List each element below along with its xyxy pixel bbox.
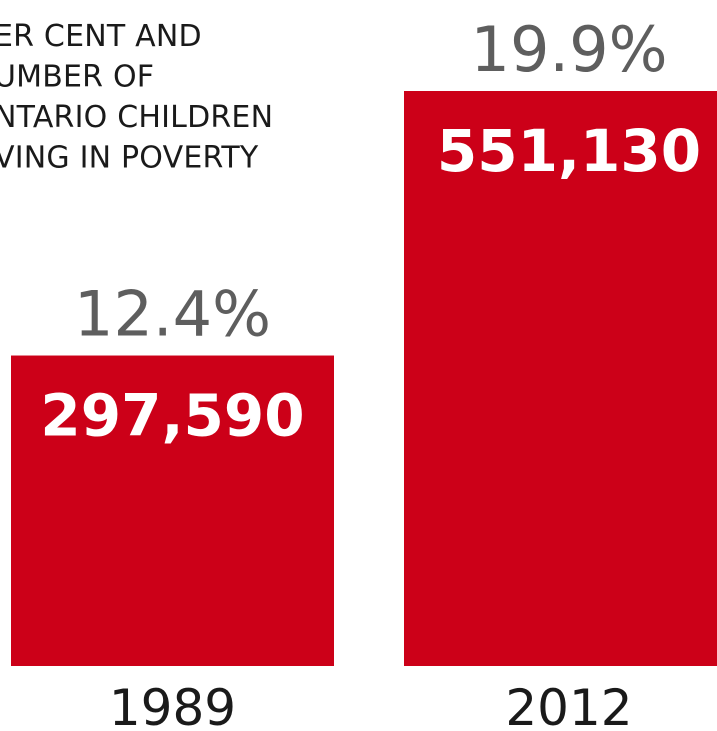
count-label-1989: 297,590 bbox=[40, 382, 304, 450]
chart-title: ER CENT AND UMBER OF NTARIO CHILDREN VING I… bbox=[0, 19, 273, 176]
year-label-1989: 1989 bbox=[109, 679, 236, 731]
chart-title-line-4: VING IN POVERTY bbox=[0, 141, 259, 176]
percent-label-2012: 19.9% bbox=[471, 13, 668, 86]
chart-title-line-2: UMBER OF bbox=[0, 60, 154, 95]
bar-labels: 12.4% 297,590 1989 19.9% 551,130 2012 bbox=[40, 13, 701, 731]
chart-title-line-1: ER CENT AND bbox=[0, 19, 202, 54]
bars bbox=[11, 91, 717, 666]
bar-2012 bbox=[404, 91, 717, 666]
bar-1989 bbox=[11, 355, 334, 666]
year-label-2012: 2012 bbox=[505, 679, 632, 731]
percent-label-1989: 12.4% bbox=[74, 278, 271, 351]
chart-title-line-3: NTARIO CHILDREN bbox=[0, 100, 273, 135]
count-label-2012: 551,130 bbox=[437, 117, 701, 185]
